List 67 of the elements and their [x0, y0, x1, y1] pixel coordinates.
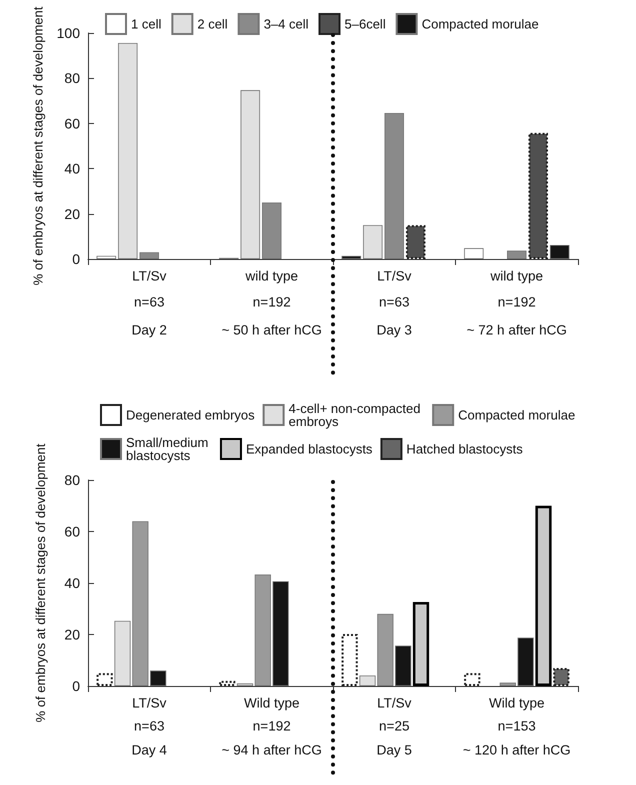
text: n=63 — [134, 718, 164, 734]
bar — [464, 673, 480, 686]
bar — [262, 202, 282, 259]
y-tick-label: 40 — [64, 575, 80, 591]
y-tick-label: 80 — [64, 472, 80, 488]
legend-label: 1 cell — [131, 16, 162, 32]
bar — [384, 113, 404, 259]
legend-label: Expanded blastocysts — [246, 442, 373, 456]
bar — [139, 252, 160, 259]
x-tick-label: LT/Sv — [132, 268, 167, 284]
x-tick-label: wild type — [489, 268, 544, 284]
legend-label: 4-cell+ non-compacted embroys — [288, 401, 424, 429]
bar — [219, 680, 236, 686]
y-tick-label: 100 — [56, 25, 80, 41]
bar — [240, 90, 260, 259]
y-tick-label: 0 — [72, 678, 80, 694]
text: n=63 — [134, 294, 164, 310]
text: ~ 72 h after hCG — [466, 322, 567, 338]
text: Day 4 — [132, 742, 168, 758]
y-tick-label: 20 — [64, 626, 80, 642]
bar — [412, 602, 430, 686]
text: Day 5 — [376, 742, 412, 758]
text: n=63 — [379, 294, 410, 310]
legend-label: 3–4 cell — [264, 16, 309, 32]
text: n=25 — [379, 718, 410, 734]
y-tick-label: 60 — [64, 115, 80, 132]
y-tick-label: 80 — [64, 70, 80, 86]
bar — [506, 250, 527, 259]
bar — [96, 673, 113, 686]
y-axis-title: % of embryos at different stages of development — [30, 6, 46, 286]
legend-label: 5–6cell — [344, 16, 386, 32]
text: n=192 — [252, 718, 291, 734]
y-tick-label: 0 — [72, 251, 80, 267]
legend-label: Small/medium blastocysts — [126, 435, 212, 463]
x-tick-label: Wild type — [488, 696, 545, 710]
x-tick-label: LT/Sv — [377, 696, 412, 710]
legend-label: 2 cell — [197, 16, 228, 32]
text: ~ 120 h after hCG — [462, 742, 571, 758]
x-tick-label: LT/Sv — [132, 696, 167, 710]
legend-label: Compacted morulae — [422, 16, 539, 32]
text: Day 2 — [132, 322, 167, 338]
bar — [96, 256, 116, 259]
text: n=192 — [252, 294, 291, 310]
x-tick-label: wild type — [244, 268, 298, 284]
text: Day 3 — [376, 322, 412, 338]
bar — [528, 132, 548, 259]
legend-label: Hatched blastocysts — [406, 442, 524, 456]
x-tick-label: LT/Sv — [377, 268, 412, 284]
text: n=153 — [498, 718, 536, 734]
bar — [553, 668, 570, 686]
legend-label: Degenerated embryos — [126, 408, 256, 422]
y-tick-label: 60 — [64, 524, 80, 540]
bar — [363, 225, 383, 259]
text: n=192 — [498, 294, 536, 310]
bar — [464, 248, 484, 259]
text: ~ 94 h after hCG — [222, 742, 322, 758]
bar — [550, 244, 570, 259]
bar — [406, 225, 426, 259]
bar — [118, 42, 138, 259]
y-axis-title: % of embryos at different stages of development — [33, 443, 48, 722]
bar — [342, 634, 358, 686]
x-tick-label: Wild type — [244, 696, 300, 710]
bar — [535, 506, 552, 686]
y-tick-label: 40 — [64, 160, 80, 177]
text: ~ 50 h after hCG — [222, 322, 322, 338]
y-tick-label: 20 — [64, 206, 80, 222]
legend-label: Compacted morulae — [458, 408, 576, 422]
